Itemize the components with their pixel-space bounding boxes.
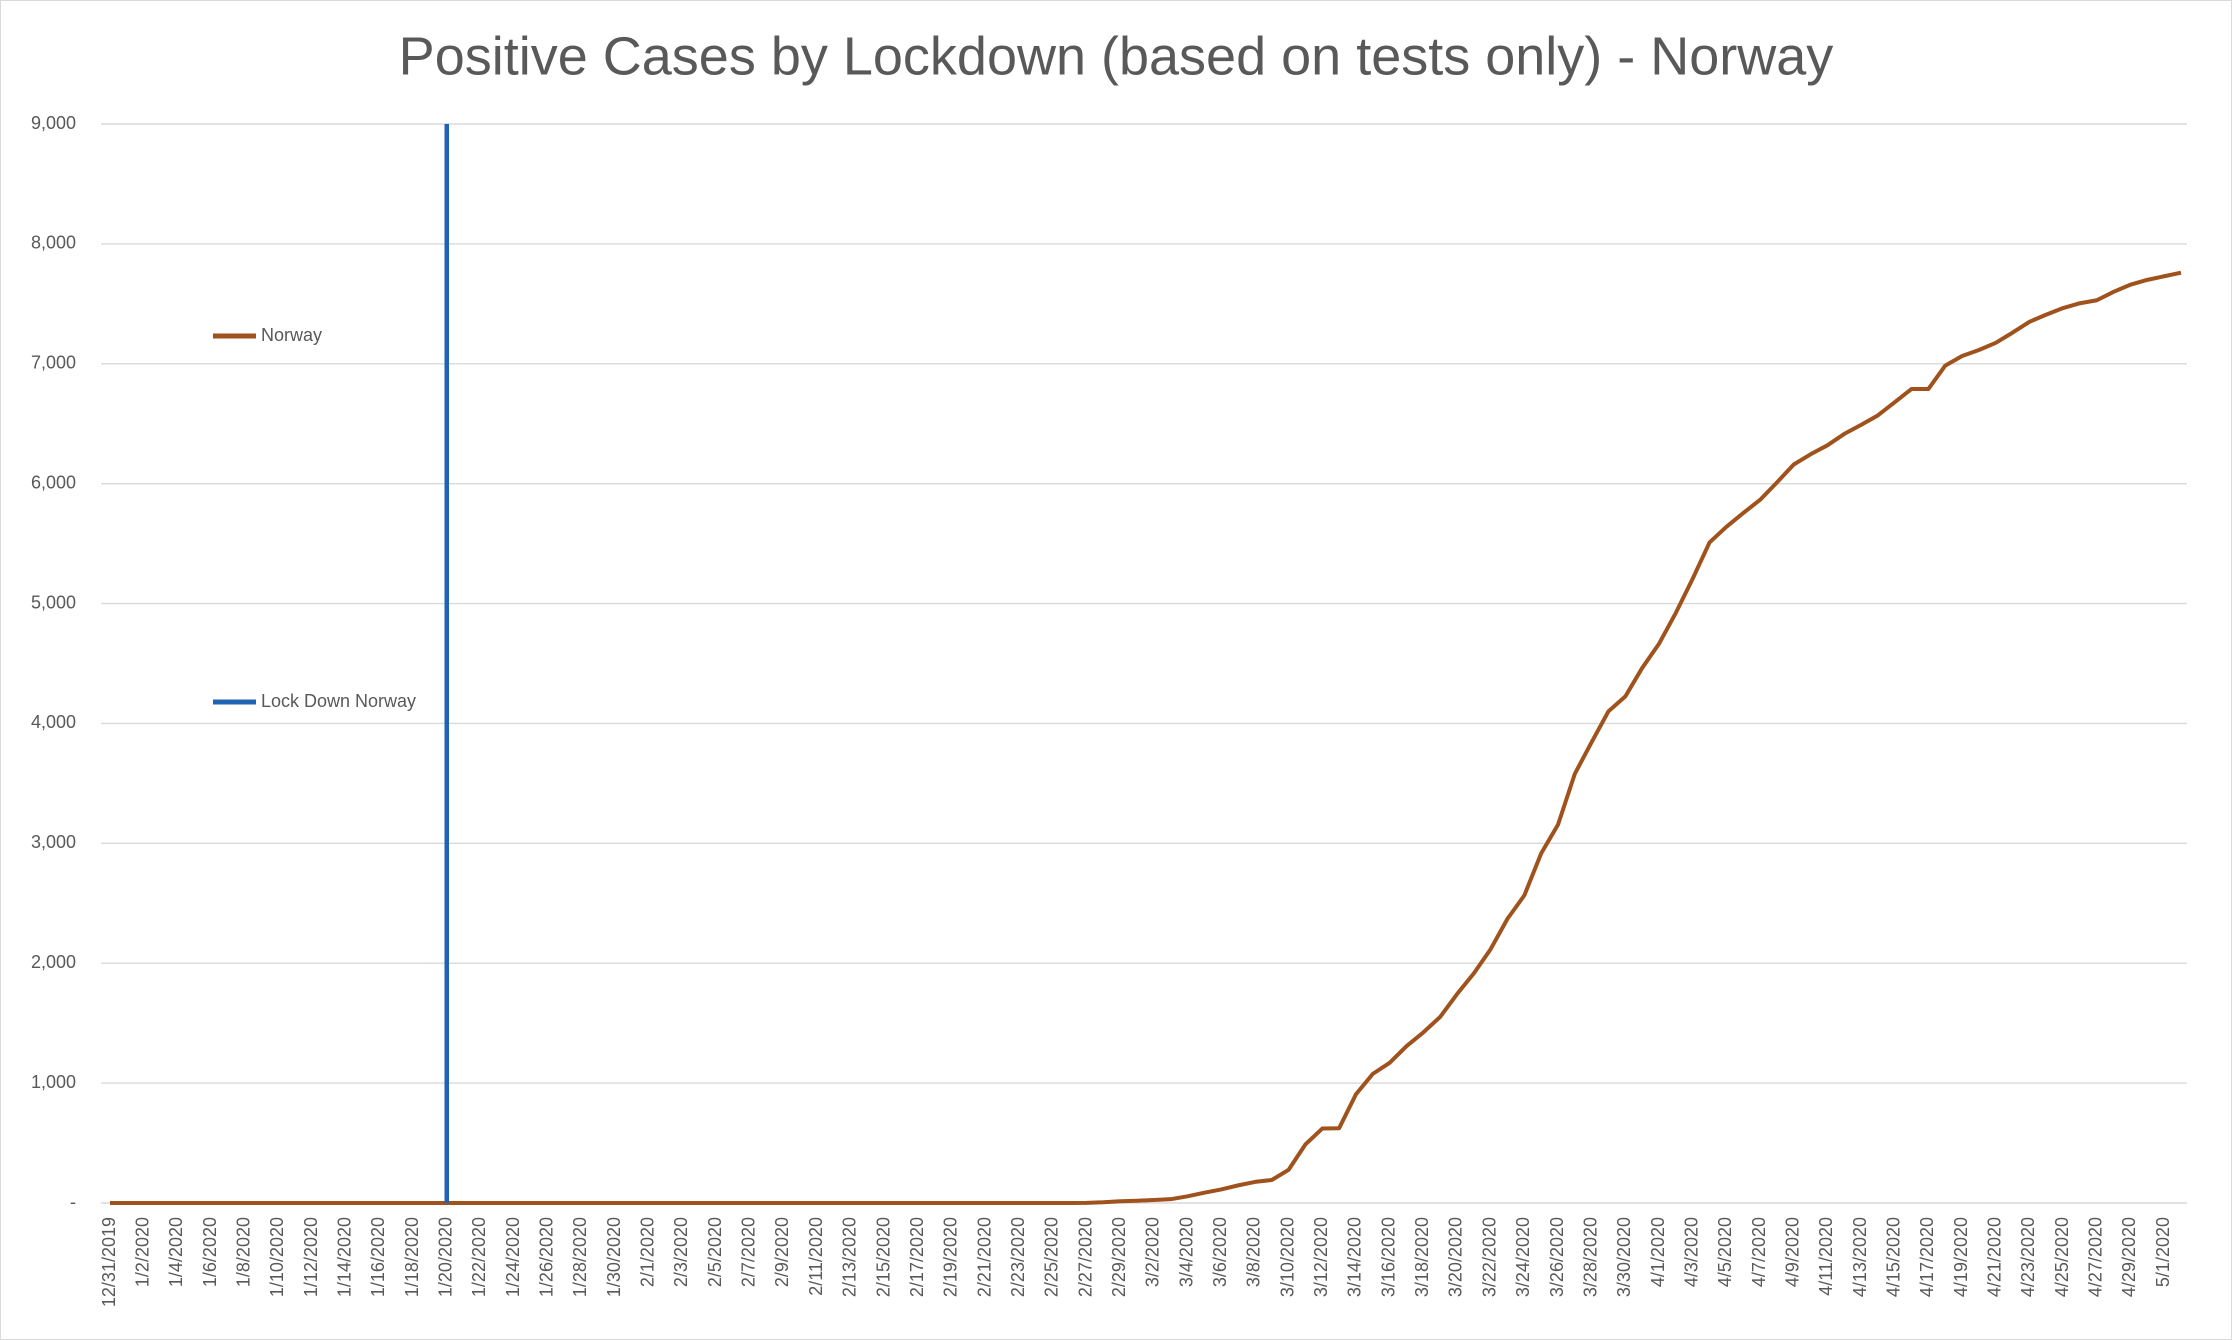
x-tick-label: 4/23/2020: [2018, 1217, 2038, 1297]
y-tick-label: -: [70, 1192, 76, 1212]
y-tick-label: 3,000: [31, 832, 76, 852]
x-tick-label: 4/25/2020: [2052, 1217, 2072, 1297]
x-tick-label: 2/23/2020: [1008, 1217, 1028, 1297]
x-tick-label: 1/2/2020: [132, 1217, 152, 1287]
x-tick-label: 1/30/2020: [604, 1217, 624, 1297]
x-tick-label: 3/20/2020: [1446, 1217, 1466, 1297]
x-tick-label: 5/1/2020: [2153, 1217, 2173, 1287]
y-tick-label: 8,000: [31, 233, 76, 253]
x-tick-label: 3/2/2020: [1143, 1217, 1163, 1287]
x-tick-label: 1/8/2020: [233, 1217, 253, 1287]
x-tick-label: 2/1/2020: [638, 1217, 658, 1287]
x-tick-label: 1/14/2020: [334, 1217, 354, 1297]
x-tick-label: 1/22/2020: [469, 1217, 489, 1297]
y-tick-label: 7,000: [31, 353, 76, 373]
y-tick-label: 1,000: [31, 1072, 76, 1092]
x-tick-label: 4/7/2020: [1749, 1217, 1769, 1287]
x-tick-label: 1/18/2020: [402, 1217, 422, 1297]
data-line: [110, 270, 2182, 1205]
x-tick-label: 2/11/2020: [806, 1217, 826, 1296]
x-tick-label: 2/17/2020: [907, 1217, 927, 1297]
x-tick-label: 4/17/2020: [1917, 1217, 1937, 1297]
x-tick-label: 1/4/2020: [166, 1217, 186, 1287]
x-tick-label: 3/6/2020: [1210, 1217, 1230, 1287]
x-tick-label: 4/5/2020: [1715, 1217, 1735, 1287]
y-tick-label: 6,000: [31, 472, 76, 492]
x-tick-label: 4/15/2020: [1884, 1217, 1904, 1297]
x-tick-label: 3/16/2020: [1378, 1217, 1398, 1297]
x-tick-label: 3/26/2020: [1547, 1217, 1567, 1297]
x-tick-label: 4/27/2020: [2086, 1217, 2106, 1297]
x-tick-label: 1/20/2020: [435, 1217, 455, 1297]
x-tick-label: 1/16/2020: [368, 1217, 388, 1297]
x-tick-label: 12/31/2019: [99, 1217, 119, 1307]
x-tick-label: 4/3/2020: [1681, 1217, 1701, 1287]
x-tick-label: 4/9/2020: [1782, 1217, 1802, 1287]
y-tick-label: 2,000: [31, 952, 76, 972]
x-tick-label: 4/11/2020: [1816, 1217, 1836, 1296]
x-tick-label: 2/21/2020: [974, 1217, 994, 1297]
x-tick-label: 1/28/2020: [570, 1217, 590, 1297]
x-tick-label: 2/15/2020: [873, 1217, 893, 1297]
x-tick-label: 1/6/2020: [200, 1217, 220, 1287]
x-tick-label: 3/18/2020: [1412, 1217, 1432, 1297]
x-tick-label: 4/19/2020: [1951, 1217, 1971, 1297]
x-tick-label: 3/22/2020: [1479, 1217, 1499, 1297]
legend-label: Norway: [261, 325, 322, 345]
x-tick-label: 3/10/2020: [1277, 1217, 1297, 1297]
legend-label: Lock Down Norway: [261, 691, 416, 711]
x-tick-label: 3/8/2020: [1244, 1217, 1264, 1287]
x-tick-label: 4/29/2020: [2119, 1217, 2139, 1297]
x-tick-label: 2/7/2020: [739, 1217, 759, 1287]
x-tick-label: 3/12/2020: [1311, 1217, 1331, 1297]
x-tick-label: 2/9/2020: [772, 1217, 792, 1287]
x-tick-label: 1/10/2020: [267, 1217, 287, 1297]
y-tick-label: 4,000: [31, 712, 76, 732]
x-tick-label: 4/13/2020: [1850, 1217, 1870, 1297]
x-tick-label: 2/25/2020: [1042, 1217, 1062, 1297]
x-tick-label: 1/24/2020: [503, 1217, 523, 1297]
x-tick-label: 4/21/2020: [1985, 1217, 2005, 1297]
x-tick-label: 2/13/2020: [840, 1217, 860, 1297]
x-tick-label: 3/30/2020: [1614, 1217, 1634, 1297]
x-tick-label: 1/12/2020: [301, 1217, 321, 1297]
x-tick-label: 2/19/2020: [941, 1217, 961, 1297]
x-tick-label: 3/24/2020: [1513, 1217, 1533, 1297]
x-tick-label: 2/5/2020: [705, 1217, 725, 1287]
chart-title: Positive Cases by Lockdown (based on tes…: [399, 26, 1834, 86]
x-tick-label: 2/27/2020: [1075, 1217, 1095, 1297]
x-tick-label: 3/14/2020: [1345, 1217, 1365, 1297]
x-tick-label: 3/4/2020: [1176, 1217, 1196, 1287]
x-tick-label: 2/3/2020: [671, 1217, 691, 1287]
x-tick-label: 3/28/2020: [1580, 1217, 1600, 1297]
x-tick-label: 1/26/2020: [537, 1217, 557, 1297]
y-tick-label: 5,000: [31, 592, 76, 612]
y-tick-label: 9,000: [31, 113, 76, 133]
x-tick-label: 2/29/2020: [1109, 1217, 1129, 1297]
x-tick-label: 4/1/2020: [1648, 1217, 1668, 1287]
